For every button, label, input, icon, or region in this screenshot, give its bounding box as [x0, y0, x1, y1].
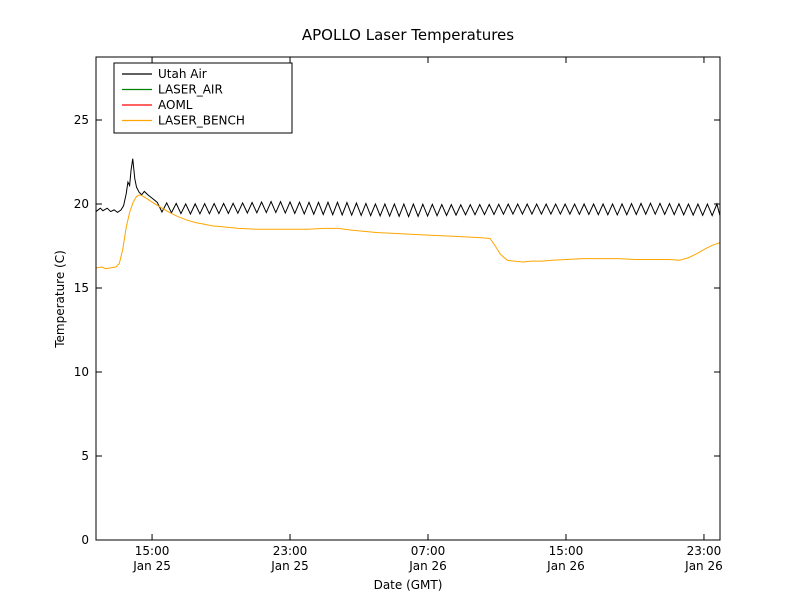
y-tick-label: 5	[81, 449, 89, 463]
x-tick-time: 23:00	[687, 544, 722, 558]
axes-frame	[95, 56, 721, 541]
legend-label: LASER_AIR	[158, 83, 223, 97]
legend-label: AOML	[158, 98, 193, 112]
series-line-utah-air	[95, 158, 721, 218]
series-lines	[95, 158, 721, 270]
x-axis-label: Date (GMT)	[374, 578, 443, 592]
axis-ticks	[96, 57, 720, 541]
y-tick-labels: 0 5 10 15 20 25	[74, 113, 89, 547]
x-tick-date: Jan 25	[132, 559, 171, 573]
legend-label: LASER_BENCH	[158, 114, 245, 128]
y-tick-label: 10	[74, 365, 89, 379]
x-tick-date: Jan 26	[408, 559, 447, 573]
y-axis-label: Temperature (C)	[53, 250, 67, 349]
series-line-laser-bench	[95, 194, 721, 270]
x-tick-date: Jan 26	[684, 559, 723, 573]
x-tick-time: 23:00	[273, 544, 308, 558]
y-tick-label: 25	[74, 113, 89, 127]
legend-box	[113, 62, 293, 134]
y-tick-label: 15	[74, 281, 89, 295]
x-tick-date: Jan 26	[546, 559, 585, 573]
y-tick-label: 0	[81, 533, 89, 547]
x-tick-time: 15:00	[135, 544, 170, 558]
chart-title: APOLLO Laser Temperatures	[302, 26, 514, 44]
x-tick-time: 07:00	[411, 544, 446, 558]
x-tick-time: 15:00	[549, 544, 584, 558]
legend-label: Utah Air	[158, 67, 207, 81]
y-tick-label: 20	[74, 197, 89, 211]
x-tick-date: Jan 25	[270, 559, 309, 573]
